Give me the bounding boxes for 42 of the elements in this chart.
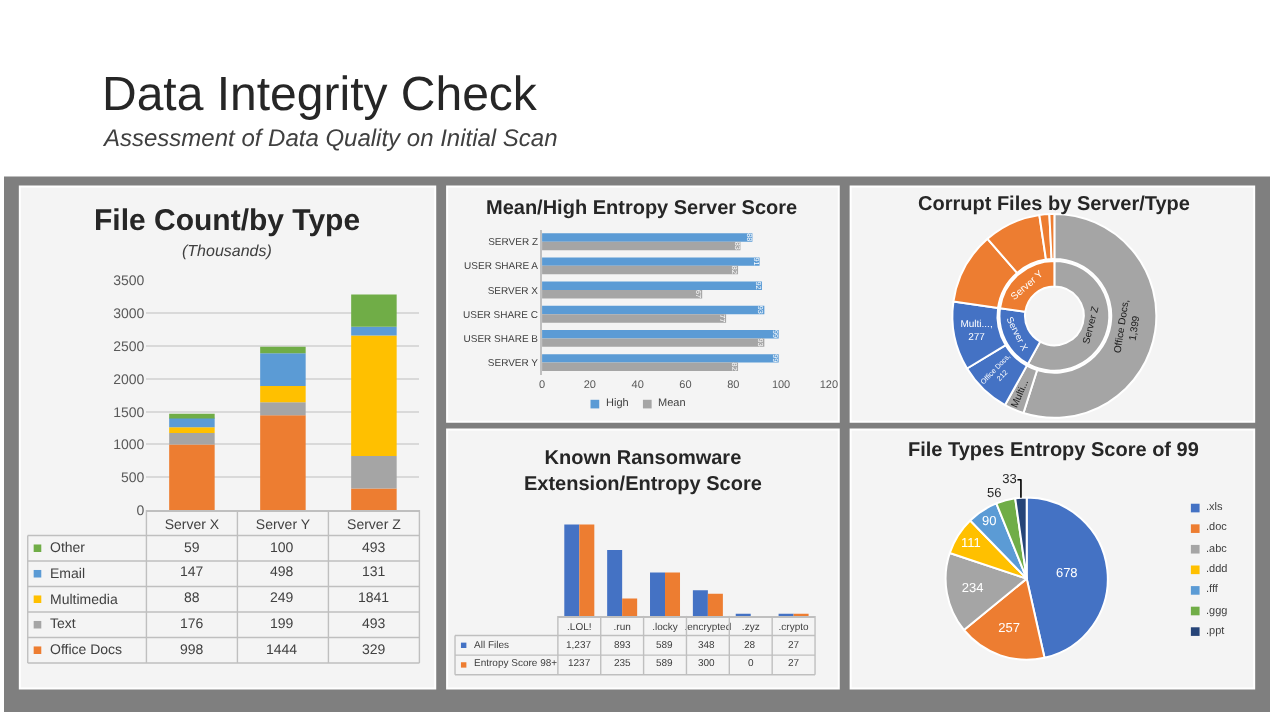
chart-title: File Types Entropy Score of 99 [908,440,1200,462]
bar [542,257,760,266]
bar [542,314,727,323]
bar [542,338,765,347]
bar [260,402,306,416]
chart-title: Mean/High Entropy Server Score [486,198,799,220]
bar [542,329,779,339]
bar [351,294,397,327]
bar [542,305,765,315]
chart-title: File Count/by Type [94,204,361,238]
bar [169,444,215,511]
chart-title: Known Ransomware Extension/Entropy Score [524,448,763,496]
chart-title: Corrupt Files by Server/Type [918,194,1191,216]
bar [622,598,638,616]
bar [707,593,723,616]
text: Assessment of Data Quality on Initial Scan [102,124,559,152]
bar [169,433,215,445]
bar [260,415,306,511]
bar [564,524,580,616]
bar [665,572,681,616]
bar [542,241,741,251]
bar [650,572,666,616]
bar [260,353,306,386]
bar [169,413,215,419]
bar [542,281,762,291]
bar [542,290,703,299]
bar [542,362,739,372]
bar [351,326,397,336]
bar [692,590,708,616]
bar [607,550,623,616]
bar [351,335,397,457]
bar [169,427,215,434]
text: Data Integrity Check [102,68,539,122]
bar [542,233,753,242]
bar [579,524,595,616]
bar [351,456,397,489]
bar [351,488,397,511]
chart-subtitle: (Thousands) [182,242,273,260]
bar [542,265,739,275]
bar [260,385,306,403]
bar [542,354,779,363]
bar [260,346,306,354]
